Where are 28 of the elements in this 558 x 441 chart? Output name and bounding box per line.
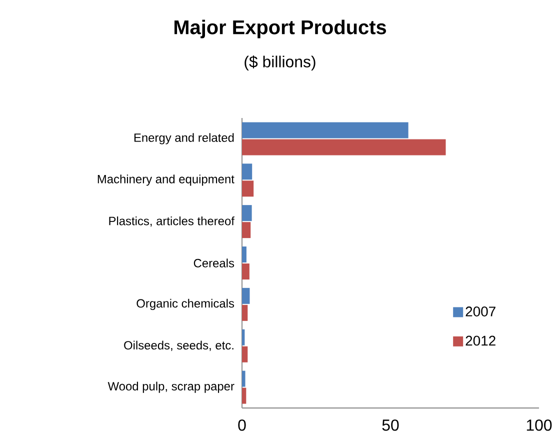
bar [242, 246, 246, 262]
bar [242, 329, 245, 346]
bar [242, 222, 251, 238]
y-tick-label: Cereals [194, 258, 234, 268]
bar [242, 288, 250, 304]
bar [242, 139, 446, 156]
bar [242, 263, 250, 280]
x-tick-label: 0 [238, 420, 246, 431]
bar [242, 164, 252, 180]
y-tick-label: Machinery and equipment [98, 174, 234, 186]
bar [242, 205, 252, 222]
bar [242, 370, 246, 387]
y-tick-label: Organic chemicals [136, 298, 234, 310]
legend-label: 2007 [466, 306, 496, 316]
legend-label: 2012 [466, 336, 496, 346]
bar [242, 304, 248, 321]
bar [242, 346, 248, 362]
chart-title: Major Export Products [174, 20, 386, 38]
bar [242, 122, 408, 138]
y-tick-label: Wood pulp, scrap paper [108, 382, 234, 393]
x-tick-label: 50 [382, 420, 399, 431]
bar [242, 388, 246, 404]
y-tick-label: Energy and related [134, 133, 234, 144]
y-tick-label: Oilseeds, seeds, etc. [124, 340, 234, 351]
x-tick-label: 100 [526, 420, 552, 431]
bar [242, 180, 254, 197]
y-tick-label: Plastics, articles thereof [109, 216, 234, 227]
chart-subtitle: ($ billions) [244, 55, 316, 71]
